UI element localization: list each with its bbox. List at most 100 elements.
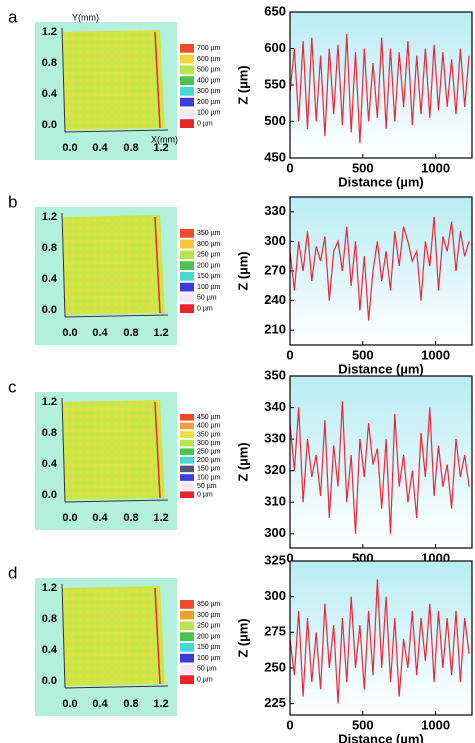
legend-label: 100 µm [197, 655, 221, 662]
map-x-tick-label: 0.0 [62, 698, 77, 710]
map-y-tick-label: 0.8 [42, 57, 57, 69]
legend-swatch [180, 664, 194, 674]
data-line [289, 216, 470, 321]
map-y-tick-label: 0.0 [42, 489, 57, 501]
map-x-tick-label: 0.0 [62, 327, 77, 339]
map-y-tick-label: 1.2 [42, 211, 57, 223]
legend-swatch [180, 65, 194, 75]
x-tick-label: 500 [352, 160, 374, 175]
panel-label: c [8, 377, 17, 396]
legend-swatch [180, 293, 194, 303]
legend-swatch [180, 465, 194, 473]
data-line [289, 401, 470, 534]
x-tick-label: 500 [352, 347, 374, 362]
plot-frame [289, 11, 473, 159]
map-y-axis [61, 212, 66, 318]
legend-swatch [180, 600, 194, 609]
y-tick-label: 340 [264, 399, 286, 414]
legend-label: 250 µm [197, 449, 221, 456]
map-y-tick-label: 0.4 [42, 644, 58, 656]
map-x-tick-label: 0.8 [123, 512, 138, 524]
y-tick-label: 210 [264, 322, 286, 337]
legend-swatch [180, 239, 194, 249]
map-x-tick-label: 0.0 [62, 142, 77, 154]
legend-label: 200 µm [197, 633, 221, 640]
legend-swatch [180, 229, 194, 238]
legend-swatch [180, 457, 194, 464]
legend-swatch [180, 621, 194, 631]
legend-swatch [180, 250, 194, 260]
map-x-tick-label: 0.8 [123, 327, 138, 339]
x-tick-label: 1000 [421, 717, 450, 732]
legend-swatch [180, 304, 194, 313]
scan-line [154, 401, 161, 499]
map-x-tick-label: 0.4 [92, 327, 108, 339]
legend-label: 300 µm [197, 440, 221, 447]
legend-label: 250 µm [197, 623, 221, 630]
map-x-tick-label: 0.8 [123, 142, 138, 154]
plot-frame [289, 375, 473, 549]
map-x-tick-label: 1.2 [153, 142, 168, 154]
map-y-tick-label: 0.4 [42, 458, 58, 470]
map-y-axis [61, 27, 66, 133]
data-line [289, 579, 470, 704]
y-tick-label: 320 [264, 462, 286, 477]
map-y-tick-label: 0.4 [42, 273, 58, 285]
y-axis-label: Z (µm) [235, 65, 250, 104]
map-y-axis [61, 583, 66, 689]
legend-swatch [180, 491, 194, 498]
x-axis-label: Distance (µm) [338, 361, 424, 376]
legend-label: 0 µm [197, 492, 213, 499]
legend-label: 100 µm [197, 110, 221, 117]
y-axis-label: Z (µm) [235, 251, 250, 290]
legend-label: 200 µm [197, 99, 221, 106]
surface [62, 586, 165, 686]
plot-background [290, 376, 472, 548]
legend-swatch [180, 97, 194, 107]
map-x-axis [64, 685, 169, 689]
legend-swatch [180, 414, 194, 421]
panel-label: b [8, 192, 17, 211]
surface [62, 30, 165, 130]
legend-swatch [180, 653, 194, 663]
legend-swatch [180, 482, 194, 490]
y-axis-label: Z (µm) [235, 442, 250, 481]
legend-label: 300 µm [197, 612, 221, 619]
surface [62, 215, 165, 315]
y-tick-label: 500 [264, 113, 286, 128]
legend-label: 0 µm [197, 676, 213, 683]
y-tick-label: 330 [264, 203, 286, 218]
legend-swatch [180, 422, 194, 430]
x-tick-label: 0 [286, 347, 293, 362]
legend-swatch [180, 474, 194, 481]
legend-swatch [180, 261, 194, 270]
surface [62, 400, 165, 500]
y-tick-label: 550 [264, 76, 286, 91]
map-y-tick-label: 0.8 [42, 427, 57, 439]
map-x-tick-label: 1.2 [153, 327, 168, 339]
legend-label: 600 µm [197, 56, 221, 63]
scan-line [154, 587, 161, 685]
map-x-axis [64, 129, 169, 133]
x-tick-label: 0 [286, 550, 293, 565]
y-tick-label: 310 [264, 494, 286, 509]
legend-swatch [180, 448, 194, 455]
y-tick-label: 270 [264, 262, 286, 277]
map-x-tick-label: 0.4 [92, 698, 108, 710]
legend-label: 150 µm [197, 466, 221, 473]
legend-swatch [180, 44, 194, 53]
y-tick-label: 300 [264, 525, 286, 540]
map-y-tick-label: 1.2 [42, 582, 57, 594]
x-tick-label: 1000 [421, 160, 450, 175]
legend-label: 200 µm [197, 457, 221, 464]
x-tick-label: 500 [352, 717, 374, 732]
map-x-tick-label: 0.0 [62, 512, 77, 524]
map-y-tick-label: 0.4 [42, 88, 58, 100]
y-tick-label: 450 [264, 149, 286, 164]
legend-label: 150 µm [197, 273, 221, 280]
scan-line [154, 31, 161, 129]
y-tick-label: 650 [264, 3, 286, 18]
legend-swatch [180, 272, 194, 281]
map-y-tick-label: 0.8 [42, 242, 57, 254]
